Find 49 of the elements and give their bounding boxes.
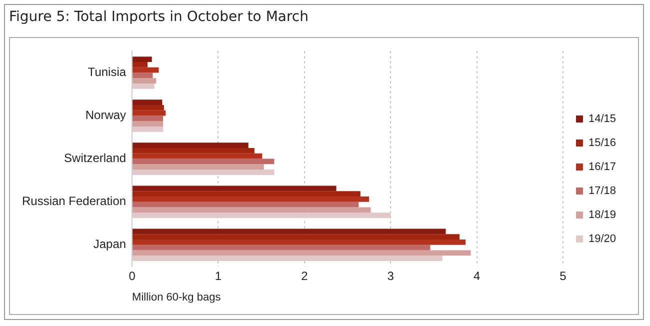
bar bbox=[132, 67, 159, 73]
bar bbox=[132, 105, 164, 110]
bar bbox=[132, 72, 153, 78]
bar bbox=[132, 62, 148, 68]
bar bbox=[132, 250, 471, 256]
legend-label: 14/15 bbox=[588, 113, 616, 126]
x-tick-label: 3 bbox=[387, 268, 394, 283]
x-tick-label: 1 bbox=[214, 268, 222, 283]
y-tick-label: Norway bbox=[85, 108, 126, 122]
bar bbox=[132, 240, 466, 245]
bar bbox=[132, 158, 274, 164]
y-tick-label: Tunisia bbox=[88, 65, 126, 80]
chart-title: Figure 5: Total Imports in October to March bbox=[9, 9, 308, 25]
bar bbox=[132, 196, 370, 202]
y-tick-label: Japan bbox=[93, 237, 126, 252]
bar bbox=[132, 256, 442, 262]
legend-label: 15/16 bbox=[588, 137, 616, 150]
bar bbox=[132, 244, 430, 250]
bar bbox=[132, 207, 371, 213]
bar bbox=[132, 186, 336, 192]
x-tick-label: 5 bbox=[560, 268, 567, 283]
bar bbox=[132, 148, 254, 154]
bar bbox=[132, 83, 154, 89]
bar bbox=[132, 121, 164, 127]
x-tick-label: 4 bbox=[473, 268, 480, 283]
legend-label: 16/17 bbox=[588, 161, 616, 174]
bar bbox=[132, 153, 262, 159]
bar bbox=[132, 170, 274, 175]
bar bbox=[132, 212, 391, 218]
bar bbox=[132, 56, 152, 62]
x-tick-label: 2 bbox=[301, 268, 308, 283]
bar bbox=[132, 126, 164, 132]
bar bbox=[132, 164, 264, 170]
bar bbox=[132, 116, 164, 122]
bar bbox=[132, 142, 248, 148]
legend-label: 19/20 bbox=[588, 233, 616, 246]
legend-label: 18/19 bbox=[588, 209, 616, 222]
bar bbox=[132, 100, 162, 105]
y-tick-label: Switzerland bbox=[64, 151, 126, 166]
bar bbox=[132, 110, 166, 116]
y-tick-label: Russian Federation bbox=[22, 194, 126, 208]
x-axis-title: Million 60-kg bags bbox=[132, 291, 222, 304]
bar bbox=[132, 78, 156, 84]
bar bbox=[132, 228, 446, 234]
x-tick-label: 0 bbox=[128, 268, 136, 283]
legend-label: 17/18 bbox=[588, 185, 616, 198]
bar bbox=[132, 191, 360, 196]
bar bbox=[132, 234, 460, 240]
bar bbox=[132, 202, 359, 208]
